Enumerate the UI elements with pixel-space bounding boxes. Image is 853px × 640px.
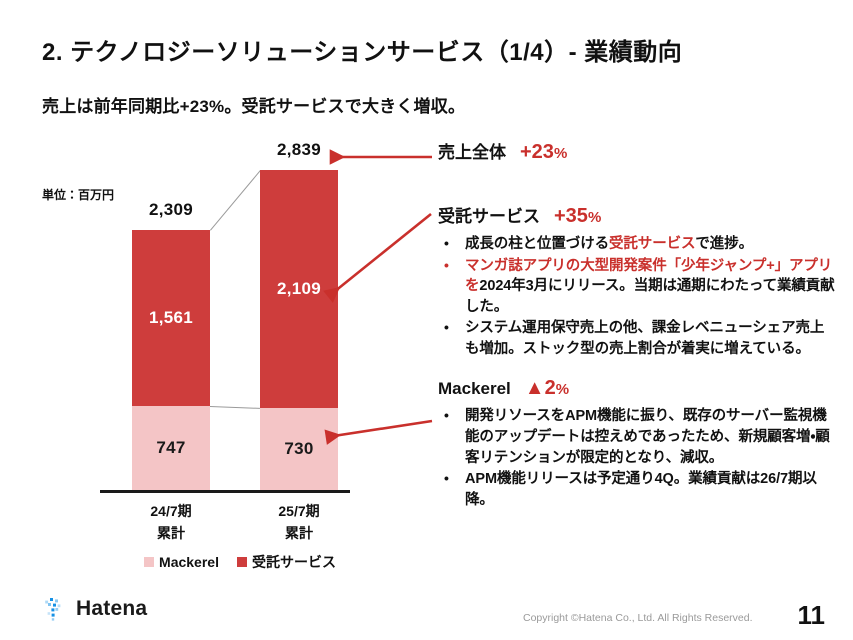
legend-label: Mackerel: [159, 554, 219, 570]
category-label-line: 25/7期: [278, 503, 320, 519]
page-title: 2. テクノロジーソリューションサービス（1/4）- 業績動向: [42, 39, 683, 66]
page-subtitle: 売上は前年同期比+23%。受託サービスで大きく増収。: [42, 97, 466, 116]
bar-total-label: 2,309: [148, 199, 194, 219]
copyright-text: Copyright ©Hatena Co., Ltd. All Rights R…: [523, 612, 753, 624]
bullet-list-contract: 成長の柱と位置づける受託サービスで進捗。マンガ誌アプリの大型開発案件「少年ジャン…: [438, 234, 838, 359]
headline-total-sales: 売上全体 +23%: [438, 138, 838, 164]
category-label: 24/7期 累計: [111, 500, 231, 544]
legend-label: 受託サービス: [251, 554, 336, 570]
bullet-text-run: マンガ誌アプリの大型開発案件「少年ジャンプ+」アプリを: [465, 257, 833, 295]
headline-value: +23%: [520, 141, 568, 163]
legend-swatch-icon: [236, 557, 247, 567]
stacked-bar-chart: 単位：百万円 2,309 2,839 1,561 747 2,109 730: [40, 140, 440, 580]
bullet-item: APM機能リリースは予定通り4Q。業績貢献は26/7期以降。: [438, 469, 838, 510]
bar-total-label: 2,839: [276, 140, 322, 159]
bar-segment-mackerel: 730: [260, 407, 338, 490]
headline-contract-service: 受託サービス +35%: [438, 202, 838, 228]
chart-axis-line: [100, 490, 350, 493]
bar-connector-mid: [209, 405, 260, 409]
category-label-line: 累計: [285, 525, 313, 541]
page-number: 11: [797, 600, 826, 630]
commentary-panel: 売上全体 +23% 受託サービス +35% 成長の柱と位置づける受託サービスで進…: [438, 138, 838, 511]
bullet-text-run: 受託サービス: [609, 236, 696, 252]
bullet-text-run: システム運用保守売上の他、課金レベニューシェア売上も増加。ストック型の売上割合が…: [465, 320, 825, 357]
headline-label: 売上全体: [438, 143, 506, 162]
bullet-item: システム運用保守売上の他、課金レベニューシェア売上も増加。ストック型の売上割合が…: [438, 318, 838, 359]
legend-item-mackerel: Mackerel: [144, 554, 219, 570]
bullet-text-run: で進捗。: [695, 236, 754, 252]
hatena-wordmark: Hatena: [76, 597, 148, 620]
bar-segment-label: 1,561: [148, 307, 194, 327]
bullet-list-mackerel: 開発リソースをAPM機能に振り、既存のサーバー監視機能のアップデートは控えめであ…: [438, 406, 838, 510]
bullet-text-run: APM機能リリースは予定通り4Q。業績貢献は26/7期以降。: [465, 471, 817, 508]
legend-swatch-icon: [144, 557, 155, 567]
bar-segment-mackerel: 747: [132, 405, 210, 490]
bullet-item: 成長の柱と位置づける受託サービスで進捗。: [438, 234, 838, 255]
headline-label: Mackerel: [438, 379, 511, 399]
bar-segment-label: 747: [156, 437, 186, 457]
category-label: 25/7期 累計: [239, 500, 359, 544]
hatena-dots-icon: [45, 598, 61, 621]
category-label-line: 累計: [157, 525, 185, 541]
bullet-text-run: 開発リソースをAPM機能に振り、既存のサーバー監視機能のアップデートは控えめであ…: [465, 408, 830, 466]
bullet-text-run: 2024年3月にリリース。当期は通期にわたって業績貢献した。: [465, 278, 835, 315]
legend-item-contract: 受託サービス: [236, 552, 336, 572]
headline-value: ▲2%: [524, 377, 570, 400]
bar-segment-label: 730: [284, 438, 314, 458]
bar-segment-contract: 1,561: [132, 229, 210, 406]
hatena-logo: Hatena: [42, 596, 147, 622]
headline-value: +35%: [554, 205, 602, 227]
bullet-text-run: 成長の柱と位置づける: [465, 236, 609, 252]
bar-segment-label: 2,109: [276, 278, 322, 298]
headline-label: 受託サービス: [438, 207, 540, 226]
bullet-item: 開発リソースをAPM機能に振り、既存のサーバー監視機能のアップデートは控えめであ…: [438, 406, 838, 468]
headline-mackerel: Mackerel ▲2%: [438, 377, 838, 400]
bullet-item: マンガ誌アプリの大型開発案件「少年ジャンプ+」アプリを2024年3月にリリース。…: [438, 256, 838, 318]
category-label-line: 24/7期: [150, 503, 192, 519]
chart-legend: Mackerel 受託サービス: [100, 552, 380, 572]
chart-unit-label: 単位：百万円: [42, 188, 115, 202]
bar-segment-contract: 2,109: [260, 170, 338, 408]
